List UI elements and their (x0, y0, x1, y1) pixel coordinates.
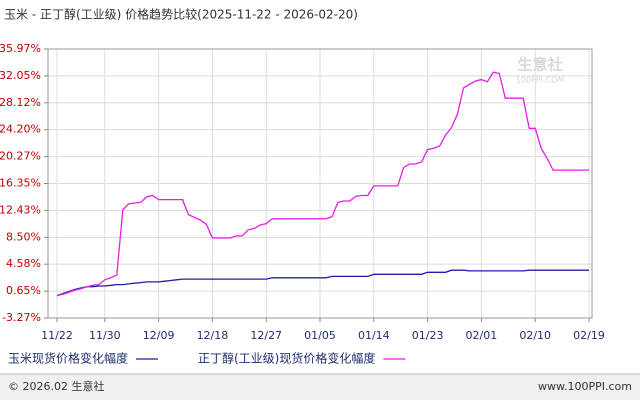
x-tick-label: 11/30 (89, 329, 121, 342)
y-tick-label: 28.12% (0, 96, 41, 109)
footer-right: www.100PPI.com (538, 380, 632, 393)
x-tick-label: 02/19 (573, 329, 605, 342)
watermark-sub: 100PPI.COM (516, 76, 565, 85)
y-tick-label: 16.35% (0, 177, 41, 190)
legend-label: 玉米现货价格变化幅度 (8, 351, 128, 366)
y-tick-label: 35.97% (0, 42, 41, 55)
x-tick-label: 11/22 (41, 329, 73, 342)
footer-left: © 2026.02 生意社 (8, 379, 104, 393)
series-line (56, 71, 589, 297)
x-tick-label: 01/23 (412, 329, 444, 342)
x-tick-label: 12/18 (197, 329, 229, 342)
x-tick-label: 12/09 (143, 329, 175, 342)
y-tick-label: 4.58% (6, 257, 41, 270)
footer-bar (0, 374, 640, 400)
series-line (56, 269, 589, 297)
x-tick-label: 02/10 (519, 329, 551, 342)
y-tick-label: 32.05% (0, 69, 41, 82)
y-tick-label: 24.20% (0, 123, 41, 136)
x-tick-label: 02/01 (466, 329, 498, 342)
y-tick-label: -3.27% (2, 311, 41, 324)
watermark: 生意社 (517, 56, 562, 74)
x-tick-label: 12/27 (250, 329, 282, 342)
legend-label: 正丁醇(工业级)现货价格变化幅度 (198, 351, 375, 366)
y-tick-label: 12.43% (0, 203, 41, 216)
y-tick-label: 8.50% (6, 230, 41, 243)
y-tick-label: 0.65% (6, 284, 41, 297)
plot-frame (47, 48, 593, 319)
x-tick-label: 01/14 (358, 329, 390, 342)
y-tick-label: 20.27% (0, 150, 41, 163)
x-tick-label: 01/05 (304, 329, 336, 342)
chart-title: 玉米 - 正丁醇(工业级) 价格趋势比较(2025-11-22 - 2026-0… (4, 7, 358, 22)
